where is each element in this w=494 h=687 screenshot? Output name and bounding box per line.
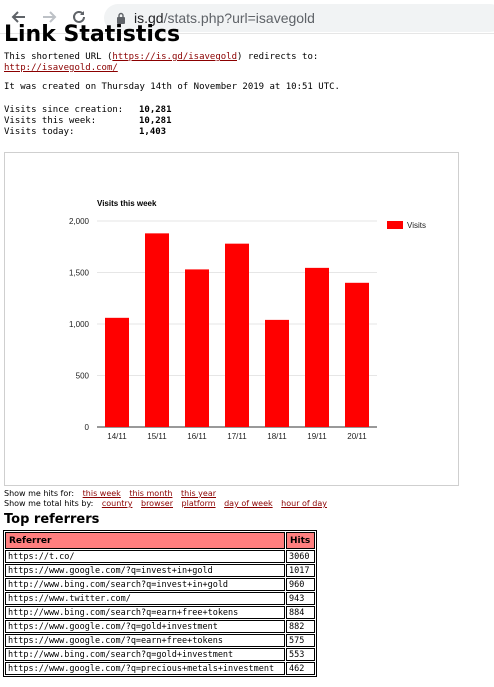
hits-cell: 960 bbox=[286, 578, 315, 591]
stat-row: Visits today: 1,403 bbox=[4, 127, 167, 137]
chart-x-labels: 14/11 15/11 16/11 17/11 18/11 19/11 20/11 bbox=[107, 432, 367, 441]
table-row: https://t.co/3060 bbox=[5, 550, 315, 563]
column-header-hits: Hits bbox=[286, 532, 315, 549]
bar-14-11 bbox=[105, 317, 129, 427]
referrers-heading: Top referrers bbox=[4, 512, 100, 527]
x-tick-label: 15/11 bbox=[147, 432, 167, 441]
short-url-link[interactable]: https://is.gd/isavegold bbox=[112, 52, 237, 62]
referrer-cell: http://www.bing.com/search?q=earn+free+t… bbox=[5, 606, 285, 619]
back-arrow-icon[interactable] bbox=[8, 6, 30, 28]
stat-row: Visits this week: 10,281 bbox=[4, 116, 172, 126]
referrer-cell: https://www.google.com/?q=invest+in+gold bbox=[5, 564, 285, 577]
bar-18-11 bbox=[265, 319, 289, 427]
y-tick-label: 1,000 bbox=[69, 320, 90, 329]
hits-cell: 575 bbox=[286, 634, 315, 647]
y-tick-label: 1,500 bbox=[69, 269, 90, 278]
referrer-cell: https://www.google.com/?q=gold+investmen… bbox=[5, 620, 285, 633]
hits-cell: 1017 bbox=[286, 564, 315, 577]
stats-block: Visits since creation: 10,281 Visits this… bbox=[4, 105, 172, 138]
table-header-row: Referrer Hits bbox=[5, 532, 315, 549]
chart-svg: Visits this week 14/11 15/11 16/11 17/11 18/… bbox=[69, 199, 426, 441]
chart-title: Visits this week bbox=[97, 199, 157, 208]
x-tick-label: 19/11 bbox=[307, 432, 327, 441]
hits-for-row: Show me hits for: this week this month t… bbox=[4, 489, 217, 498]
y-tick-label: 500 bbox=[76, 372, 90, 381]
x-tick-label: 18/11 bbox=[267, 432, 287, 441]
x-tick-label: 20/11 bbox=[347, 432, 367, 441]
table-row: https://www.google.com/?q=precious+metal… bbox=[5, 662, 315, 675]
visits-chart: Visits this week 14/11 15/11 16/11 17/11 18/… bbox=[4, 152, 459, 486]
referrers-table: Referrer Hits https://t.co/3060 https://… bbox=[3, 530, 317, 677]
referrer-cell: http://www.bing.com/search?q=invest+in+g… bbox=[5, 578, 285, 591]
referrer-cell: https://www.google.com/?q=precious+metal… bbox=[5, 662, 285, 675]
link-platform[interactable]: platform bbox=[181, 499, 216, 508]
legend-label: Visits bbox=[407, 221, 426, 230]
chart-y-labels: 0 500 1,000 1,500 2,000 bbox=[69, 217, 90, 432]
bar-15-11 bbox=[145, 233, 169, 427]
table-row: http://www.bing.com/search?q=invest+in+g… bbox=[5, 578, 315, 591]
redirect-info: This shortened URL (https://is.gd/isaveg… bbox=[4, 52, 319, 73]
referrer-cell: https://www.google.com/?q=earn+free+toke… bbox=[5, 634, 285, 647]
forward-arrow-icon[interactable] bbox=[38, 6, 60, 28]
link-hour-of-day[interactable]: hour of day bbox=[281, 499, 328, 508]
chart-bars bbox=[105, 233, 369, 427]
table-row: http://www.bing.com/search?q=earn+free+t… bbox=[5, 606, 315, 619]
link-this-week[interactable]: this week bbox=[82, 489, 121, 498]
page-title: Link Statistics bbox=[4, 22, 181, 47]
column-header-referrer: Referrer bbox=[5, 532, 285, 549]
hits-cell: 943 bbox=[286, 592, 315, 605]
reload-icon[interactable] bbox=[68, 6, 90, 28]
table-row: http://www.bing.com/search?q=gold+invest… bbox=[5, 648, 315, 661]
created-info: It was created on Thursday 14th of Novem… bbox=[4, 82, 340, 92]
bar-20-11 bbox=[345, 282, 369, 427]
address-bar[interactable]: is.gd/stats.php?url=isavegold bbox=[104, 4, 494, 32]
table-row: https://www.twitter.com/943 bbox=[5, 592, 315, 605]
referrer-cell: https://www.twitter.com/ bbox=[5, 592, 285, 605]
x-tick-label: 14/11 bbox=[107, 432, 127, 441]
link-day-of-week[interactable]: day of week bbox=[224, 499, 273, 508]
table-row: https://www.google.com/?q=gold+investmen… bbox=[5, 620, 315, 633]
table-row: https://www.google.com/?q=invest+in+gold… bbox=[5, 564, 315, 577]
lock-icon[interactable] bbox=[116, 12, 126, 24]
hits-cell: 884 bbox=[286, 606, 315, 619]
stat-row: Visits since creation: 10,281 bbox=[4, 105, 172, 115]
referrer-cell: http://www.bing.com/search?q=gold+invest… bbox=[5, 648, 285, 661]
y-tick-label: 0 bbox=[85, 423, 90, 432]
address-url[interactable]: is.gd/stats.php?url=isavegold bbox=[134, 10, 315, 26]
target-url-link[interactable]: http://isavegold.com/ bbox=[4, 63, 118, 73]
browser-toolbar: is.gd/stats.php?url=isavegold bbox=[0, 0, 494, 34]
link-this-month[interactable]: this month bbox=[129, 489, 173, 498]
hits-cell: 553 bbox=[286, 648, 315, 661]
total-by-row: Show me total hits by: country browser p… bbox=[4, 499, 328, 508]
y-tick-label: 2,000 bbox=[69, 217, 90, 226]
hits-cell: 462 bbox=[286, 662, 315, 675]
referrer-cell: https://t.co/ bbox=[5, 550, 285, 563]
x-tick-label: 16/11 bbox=[187, 432, 207, 441]
hits-cell: 3060 bbox=[286, 550, 315, 563]
link-country[interactable]: country bbox=[101, 499, 133, 508]
x-tick-label: 17/11 bbox=[227, 432, 247, 441]
bar-16-11 bbox=[185, 269, 209, 427]
legend-swatch bbox=[387, 221, 403, 229]
table-row: https://www.google.com/?q=earn+free+toke… bbox=[5, 634, 315, 647]
bar-17-11 bbox=[225, 243, 249, 427]
hits-cell: 882 bbox=[286, 620, 315, 633]
link-browser[interactable]: browser bbox=[140, 499, 173, 508]
link-this-year[interactable]: this year bbox=[181, 489, 217, 498]
bar-19-11 bbox=[305, 267, 329, 427]
